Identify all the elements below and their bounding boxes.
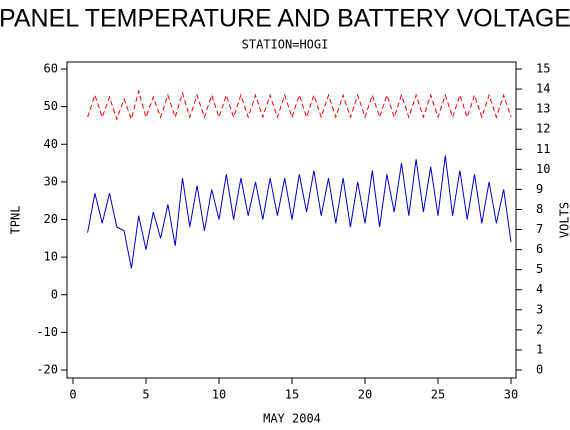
y2-tick-label: 5	[536, 262, 543, 276]
x-tick-label: 15	[285, 388, 299, 402]
y-tick-label: 40	[44, 137, 58, 151]
y-tick-label: -20	[36, 363, 58, 377]
y2-tick-label: 6	[536, 242, 543, 256]
x-tick-label: 10	[212, 388, 226, 402]
x-tick-label: 5	[142, 388, 149, 402]
y2-axis-label: VOLTS	[558, 202, 570, 238]
y-tick-label: 0	[51, 287, 58, 301]
y-tick-label: -10	[36, 325, 58, 339]
y2-tick-label: 8	[536, 202, 543, 216]
y2-tick-label: 3	[536, 302, 543, 316]
y2-tick-label: 0	[536, 363, 543, 377]
y2-tick-label: 2	[536, 322, 543, 336]
y2-tick-label: 10	[536, 162, 550, 176]
y-tick-label: 10	[44, 250, 58, 264]
y2-tick-label: 11	[536, 142, 550, 156]
y2-tick-label: 13	[536, 102, 550, 116]
x-axis-label: MAY 2004	[263, 412, 321, 426]
y2-tick-label: 14	[536, 82, 550, 96]
x-tick-label: 20	[358, 388, 372, 402]
y-axis-label: TPNL	[9, 206, 23, 235]
y2-tick-label: 1	[536, 342, 543, 356]
y2-tick-label: 15	[536, 62, 550, 76]
x-tick-label: 25	[431, 388, 445, 402]
chart-title: PANEL TEMPERATURE AND BATTERY VOLTAGE	[0, 5, 570, 33]
series-line	[87, 89, 512, 121]
y2-tick-label: 4	[536, 282, 543, 296]
y-tick-label: 20	[44, 212, 58, 226]
chart-subtitle: STATION=HOGI	[242, 38, 329, 52]
x-tick-label: 0	[69, 388, 76, 402]
x-tick-label: 30	[504, 388, 518, 402]
y2-tick-label: 7	[536, 222, 543, 236]
series-line	[87, 155, 512, 269]
y2-tick-label: 9	[536, 182, 543, 196]
y2-tick-label: 12	[536, 122, 550, 136]
y-tick-label: 60	[44, 62, 58, 76]
y-tick-label: 50	[44, 99, 58, 113]
y-tick-label: 30	[44, 174, 58, 188]
